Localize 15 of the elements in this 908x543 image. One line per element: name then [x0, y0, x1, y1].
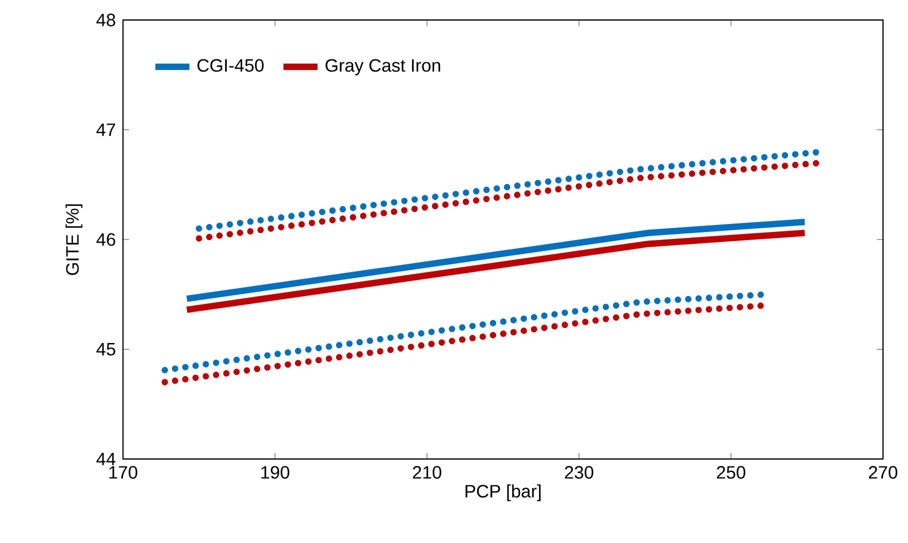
- y-tick-label: 45: [96, 342, 116, 356]
- x-tick-label: 270: [868, 466, 898, 479]
- y-tick-label: 47: [96, 124, 116, 136]
- y-tick-label: 48: [96, 14, 116, 26]
- y-axis-title: GITE [%]: [66, 204, 82, 275]
- y-tick-label: 44: [96, 452, 116, 466]
- x-axis-title: PCP [bar]: [466, 484, 541, 502]
- x-tick-label: 170: [109, 466, 138, 479]
- legend-label: Gray Cast Iron: [326, 59, 440, 76]
- x-tick-label: 190: [261, 466, 290, 479]
- legend-label: CGI-450: [197, 59, 264, 72]
- y-tick-label: 46: [96, 233, 116, 246]
- x-tick-label: 210: [412, 466, 442, 479]
- x-tick-label: 230: [564, 466, 594, 479]
- x-tick-label: 250: [716, 466, 746, 479]
